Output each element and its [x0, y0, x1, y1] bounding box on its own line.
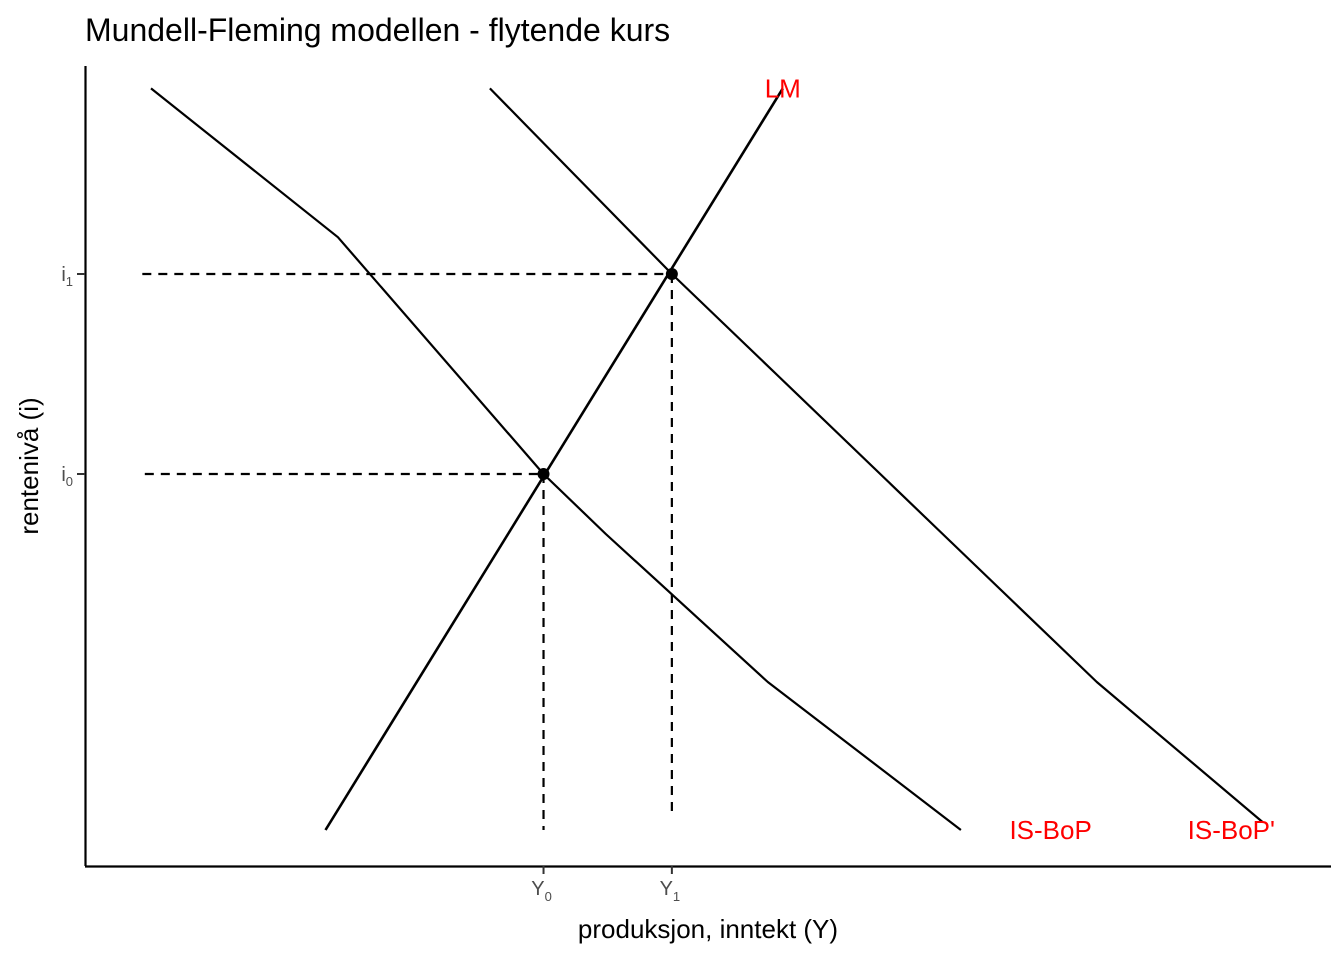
y-axis-title: rentenivå (i)	[14, 397, 44, 534]
curve-is-bop	[489, 87, 1264, 823]
curves	[150, 87, 1264, 831]
x-tick-label-0: Y0	[531, 878, 552, 904]
chart-title: Mundell-Fleming modellen - flytende kurs	[85, 12, 670, 48]
guide-lines	[142, 272, 673, 830]
equilibrium-point-0	[537, 468, 550, 480]
y-tick-subscript-1: 1	[66, 274, 73, 289]
x-axis-title: produksjon, inntekt (Y)	[578, 914, 838, 944]
x-tick-subscript-1: 1	[673, 889, 680, 904]
axis-ticks: Y0 Y1 i0 i1	[61, 264, 680, 904]
y-tick-label-1: i1	[61, 264, 73, 289]
equilibrium-point-1	[665, 268, 678, 280]
x-tick-subscript-0: 0	[545, 889, 552, 904]
curve-lm	[324, 87, 784, 831]
y-tick-subscript-0: 0	[66, 474, 73, 489]
x-tick-label-1: Y1	[660, 878, 681, 904]
curve-label-is-bop: IS-BoP'	[1188, 815, 1275, 845]
curve-label-lm: LM	[765, 73, 801, 103]
curve-is-bop	[150, 87, 962, 831]
curve-label-is-bop: IS-BoP	[1009, 815, 1091, 845]
y-tick-label-0: i0	[61, 464, 73, 489]
curve-labels: LM IS-BoP IS-BoP'	[765, 73, 1275, 845]
equilibrium-points	[537, 268, 678, 480]
